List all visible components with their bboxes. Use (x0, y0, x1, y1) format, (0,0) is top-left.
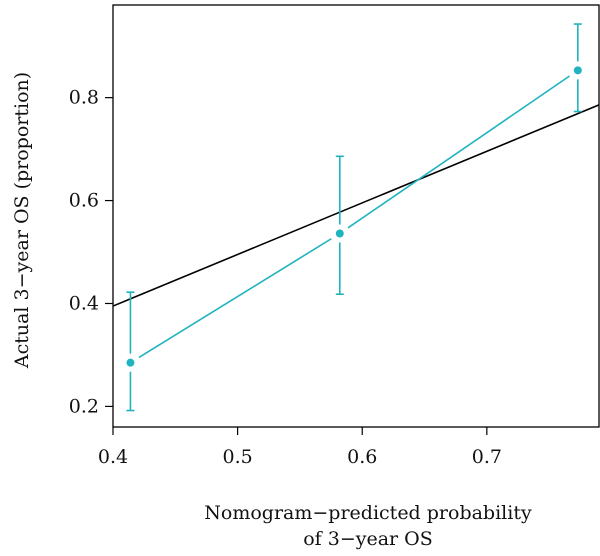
x-tick-label: 0.7 (472, 446, 502, 468)
y-axis: 0.2 0.4 0.6 0.8 (69, 87, 113, 417)
y-tick-label: 0.6 (69, 190, 99, 212)
plot-area (112, 4, 600, 428)
x-tick-label: 0.6 (347, 446, 377, 468)
reference-line-group (112, 104, 600, 307)
data-point (126, 358, 135, 367)
series-line-segment (347, 75, 571, 229)
x-axis-title-line-2: of 3−year OS (303, 528, 433, 550)
x-tick-label: 0.5 (223, 446, 253, 468)
x-tick-label: 0.4 (98, 446, 128, 468)
plot-frame (112, 4, 600, 428)
reference-line (112, 104, 600, 307)
y-axis-title: Actual 3−year OS (proportion) (11, 72, 33, 369)
y-tick-label: 0.8 (69, 87, 99, 109)
series-line-segment (138, 238, 332, 359)
data-point (573, 66, 582, 75)
y-tick-label: 0.4 (69, 292, 99, 314)
y-tick-label: 0.2 (69, 395, 99, 417)
x-axis-title-line-1: Nomogram−predicted probability (204, 502, 532, 524)
data-point (335, 229, 344, 238)
x-axis: 0.4 0.5 0.6 0.7 (98, 427, 502, 468)
calibration-series-group (126, 23, 582, 412)
